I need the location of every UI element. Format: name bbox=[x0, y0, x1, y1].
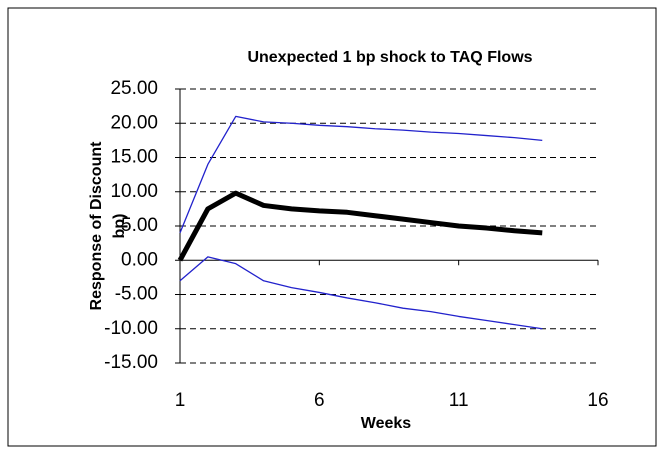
series-line bbox=[179, 256, 543, 330]
chart-title: Unexpected 1 bp shock to TAQ Flows bbox=[247, 49, 532, 66]
y-tick-label: 0.00 bbox=[121, 249, 158, 270]
y-tick-label: 15.00 bbox=[110, 147, 158, 168]
y-tick-label: -15.00 bbox=[104, 352, 158, 373]
y-axis-label: Response of Discount bbox=[88, 141, 105, 311]
y-axis-label: bp) bbox=[111, 214, 128, 239]
series-line bbox=[177, 190, 543, 262]
chart-border bbox=[7, 7, 657, 447]
y-tick-label: 25.00 bbox=[110, 78, 158, 99]
x-tick-label: 16 bbox=[587, 390, 608, 411]
x-tick-label: 6 bbox=[314, 390, 325, 411]
x-tick-label: 11 bbox=[449, 390, 469, 411]
y-tick-label: 20.00 bbox=[110, 112, 158, 133]
y-tick-label: -10.00 bbox=[104, 318, 158, 339]
x-tick-label: 1 bbox=[175, 390, 186, 411]
y-tick-label: 10.00 bbox=[110, 181, 158, 202]
y-tick-label: 5.00 bbox=[121, 215, 158, 236]
y-tick-label: -5.00 bbox=[115, 284, 158, 305]
x-axis-label: Weeks bbox=[361, 415, 412, 432]
series-line bbox=[179, 115, 543, 234]
